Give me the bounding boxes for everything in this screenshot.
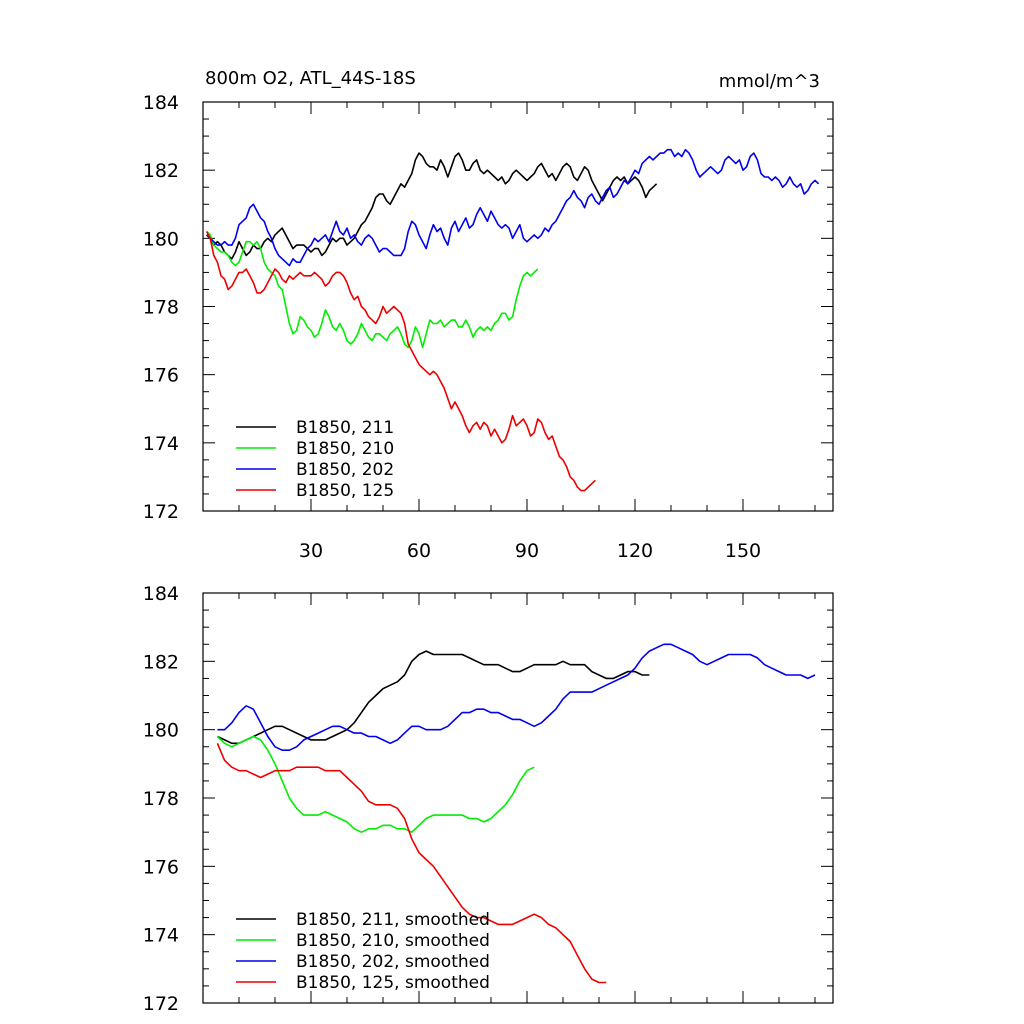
y-tick-label: 176 [143, 365, 179, 387]
y-tick-label: 180 [143, 228, 179, 250]
y-tick-label: 178 [143, 788, 179, 810]
y-tick-label: 174 [143, 925, 179, 947]
y-tick-label: 178 [143, 297, 179, 319]
series-line [206, 148, 820, 267]
legend-label: B1850, 202, smoothed [296, 952, 490, 972]
y-tick-label: 172 [143, 993, 179, 1015]
x-tick-label: 60 [407, 540, 431, 562]
y-tick-label: 182 [143, 651, 179, 673]
series-line [206, 152, 658, 260]
legend-label: B1850, 210 [296, 439, 394, 459]
y-tick-label: 174 [143, 433, 179, 455]
y-tick-label: 180 [143, 720, 179, 742]
legend-label: B1850, 125 [296, 481, 394, 501]
x-tick-label: 90 [515, 540, 539, 562]
top-chart-marks: 172 174 176 178 180 182 184 30 60 90 120 150 B1850, … [143, 92, 834, 562]
y-tick-label: 176 [143, 856, 179, 878]
legend-label: B1850, 125, smoothed [296, 973, 490, 993]
series-line [206, 230, 539, 349]
bottom-chart: 172 174 176 178 180 182 184 B1850, 211, smoothe… [143, 583, 834, 1015]
bottom-chart-marks: 172 174 176 178 180 182 184 B1850, 211, smoothe… [143, 583, 834, 1015]
x-tick-label: 150 [725, 540, 761, 562]
y-tick-label: 172 [143, 501, 179, 523]
series-line [216, 735, 535, 833]
chart-title: 800m O2, ATL_44S-18S [205, 68, 416, 89]
legend-label: B1850, 211 [296, 418, 394, 438]
legend-label: B1850, 210, smoothed [296, 931, 490, 951]
series-line [205, 231, 596, 492]
legend-label: B1850, 211, smoothed [296, 910, 490, 930]
top-chart: 800m O2, ATL_44S-18S mmol/m^3 1721741761… [143, 68, 834, 562]
series-line [217, 643, 816, 751]
series-line [216, 742, 607, 984]
x-tick-label: 120 [617, 540, 653, 562]
x-tick-label: 30 [299, 540, 323, 562]
legend-label: B1850, 202 [296, 460, 394, 480]
y-tick-label: 182 [143, 160, 179, 182]
chart-units: mmol/m^3 [719, 71, 820, 92]
series-line [217, 650, 650, 745]
y-tick-label: 184 [143, 583, 179, 605]
y-tick-label: 184 [143, 92, 179, 114]
